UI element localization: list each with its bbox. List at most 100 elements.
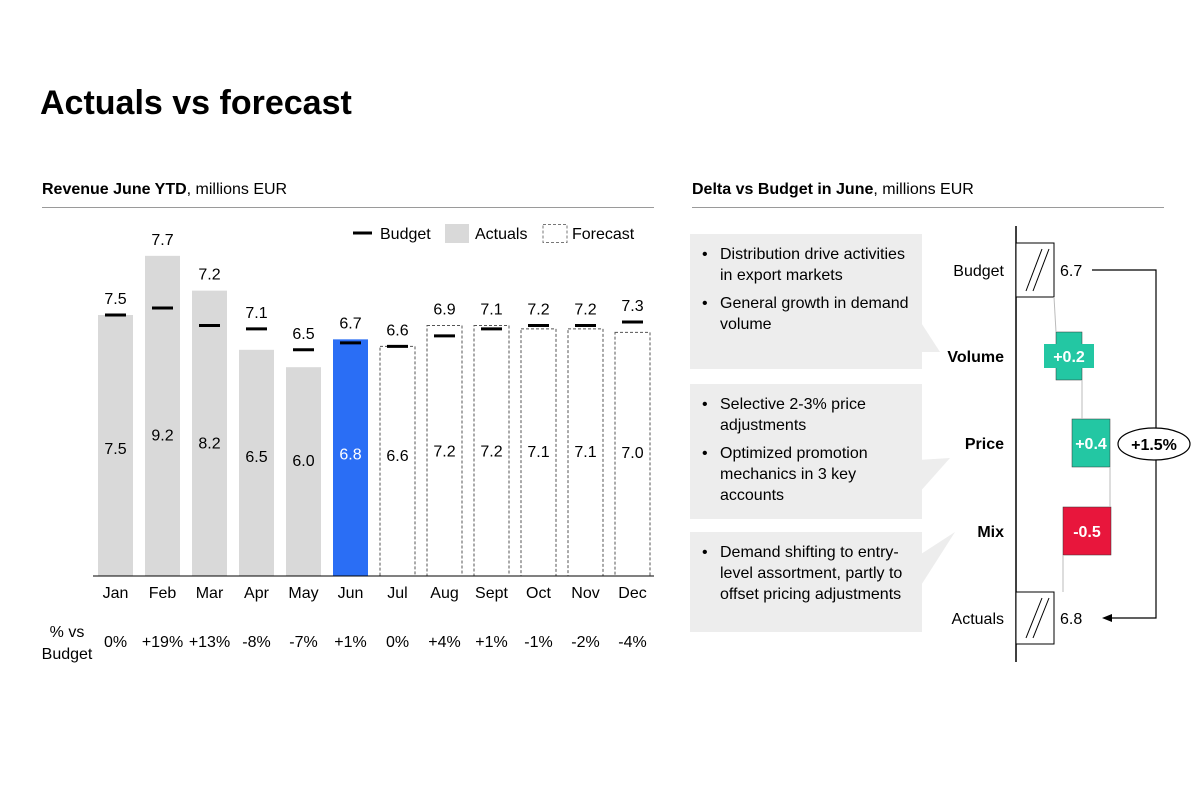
total-change-label: +1.5% <box>1131 437 1177 454</box>
note-volume: Distribution drive activities in export … <box>690 234 922 369</box>
legend-forecast-swatch <box>542 224 568 243</box>
value-label: 7.1 <box>527 444 549 461</box>
x-tick-label: May <box>288 585 318 602</box>
budget-label: 7.1 <box>480 301 502 318</box>
left-panel-title-unit: , millions EUR <box>186 181 288 198</box>
x-tick-label: Jan <box>103 585 129 602</box>
bar-jan <box>98 315 133 576</box>
bar-sept <box>473 324 510 577</box>
pct-vs-budget-label: +1% <box>334 634 366 651</box>
page-title: Actuals vs forecast <box>40 84 352 122</box>
waterfall-delta-label-overlay: +0.2 <box>1053 349 1085 366</box>
budget-label: 7.1 <box>245 305 267 322</box>
axis-break-mark <box>1032 248 1050 292</box>
pct-vs-budget-label: -4% <box>618 634 646 651</box>
actuals-total-bar <box>1015 591 1055 645</box>
note-price-item: Optimized promotion mechanics in 3 key a… <box>702 443 912 506</box>
legend-budget-label: Budget <box>380 226 431 243</box>
waterfall-delta-label: -0.5 <box>1073 524 1101 541</box>
axis-break-mark <box>1025 248 1043 292</box>
budget-label: 7.2 <box>574 301 596 318</box>
bar-oct <box>520 328 557 577</box>
x-tick-label: Jul <box>387 585 407 602</box>
value-label: 7.2 <box>433 443 455 460</box>
note-price: Selective 2-3% price adjustments Optimiz… <box>690 384 922 519</box>
bar-mar <box>192 290 227 576</box>
x-tick-label: Feb <box>149 585 177 602</box>
bar-aug <box>426 324 463 577</box>
waterfall-category-label: Actuals <box>952 611 1004 628</box>
waterfall-connector <box>1053 296 1057 333</box>
revenue-bar-chart: Budget Actuals Forecast 7.5 7.5 Jan 0% 7.7 9.… <box>42 224 654 663</box>
axis-break-mark <box>1025 597 1043 639</box>
value-label: 7.5 <box>104 441 126 458</box>
value-label: 6.6 <box>386 448 408 465</box>
x-tick-label: Nov <box>571 585 599 602</box>
budget-label: 7.5 <box>104 291 126 308</box>
left-panel-title: Revenue June YTD, millions EUR <box>42 181 287 199</box>
value-label: 8.2 <box>198 435 220 452</box>
pct-vs-budget-label: -1% <box>524 634 552 651</box>
pct-vs-budget-label: +1% <box>475 634 507 651</box>
waterfall-category-label: Budget <box>953 263 1004 280</box>
right-panel-title-unit: , millions EUR <box>873 181 974 198</box>
value-label: 6.8 <box>339 447 361 464</box>
pct-vs-budget-label: -8% <box>242 634 270 651</box>
right-panel-title: Delta vs Budget in June, millions EUR <box>692 181 974 199</box>
pct-vs-budget-label: -7% <box>289 634 317 651</box>
bar-nov <box>567 328 604 577</box>
waterfall-total-label: 6.8 <box>1060 611 1082 628</box>
value-label: 7.2 <box>480 443 502 460</box>
bar-jul <box>379 345 416 577</box>
pct-vs-budget-label: +4% <box>428 634 460 651</box>
note-volume-item: General growth in demand volume <box>702 293 912 335</box>
left-panel-rule <box>42 207 654 208</box>
pct-row-label-line1: % vs <box>50 624 85 641</box>
delta-waterfall-chart: Budget Volume Price Mix Actuals 6.7 6.8 +0.2 +0.… <box>947 226 1191 662</box>
right-panel-title-bold: Delta vs Budget in June <box>692 181 874 198</box>
axis-break-mark <box>1032 597 1050 639</box>
legend-forecast-label: Forecast <box>572 226 635 243</box>
budget-label: 6.7 <box>339 315 361 332</box>
legend-actuals-swatch <box>445 224 469 243</box>
note-volume-item: Distribution drive activities in export … <box>702 244 912 286</box>
x-tick-label: Sept <box>475 585 508 602</box>
waterfall-delta-label: +0.4 <box>1075 436 1107 453</box>
value-label: 9.2 <box>151 427 173 444</box>
x-tick-label: Dec <box>618 585 646 602</box>
budget-label: 7.2 <box>198 267 220 284</box>
x-tick-label: Apr <box>244 585 270 602</box>
bar-apr <box>239 349 274 576</box>
total-change-arrowhead <box>1102 614 1112 622</box>
x-tick-label: Oct <box>526 585 551 602</box>
pct-row-label-line2: Budget <box>42 646 93 663</box>
budget-label: 6.9 <box>433 301 455 318</box>
budget-label: 6.5 <box>292 326 314 343</box>
bar-may <box>286 367 321 576</box>
x-tick-label: Jun <box>338 585 364 602</box>
x-tick-label: Mar <box>196 585 224 602</box>
waterfall-bar-price <box>1071 418 1111 468</box>
waterfall-bar-mix <box>1062 506 1112 556</box>
waterfall-category-label: Mix <box>977 524 1004 541</box>
value-label: 6.0 <box>292 453 314 470</box>
pct-vs-budget-label: +13% <box>189 634 230 651</box>
pct-vs-budget-label: -2% <box>571 634 599 651</box>
left-panel-title-bold: Revenue June YTD <box>42 181 187 198</box>
budget-label: 7.7 <box>151 232 173 249</box>
note-mix: Demand shifting to entry-level assortmen… <box>690 532 922 632</box>
pct-vs-budget-label: 0% <box>386 634 409 651</box>
waterfall-category-label: Price <box>965 436 1004 453</box>
bar-dec <box>614 331 651 577</box>
note-price-item: Selective 2-3% price adjustments <box>702 394 912 436</box>
value-label: 7.0 <box>621 445 643 462</box>
x-tick-label: Aug <box>430 585 458 602</box>
pct-vs-budget-label: 0% <box>104 634 127 651</box>
value-label: 7.1 <box>574 444 596 461</box>
waterfall-category-label: Volume <box>947 349 1004 366</box>
waterfall-bar-volume-cross <box>1044 344 1094 368</box>
budget-label: 7.2 <box>527 301 549 318</box>
right-panel-rule <box>692 207 1164 208</box>
budget-label: 6.6 <box>386 322 408 339</box>
note-mix-item: Demand shifting to entry-level assortmen… <box>702 542 912 605</box>
